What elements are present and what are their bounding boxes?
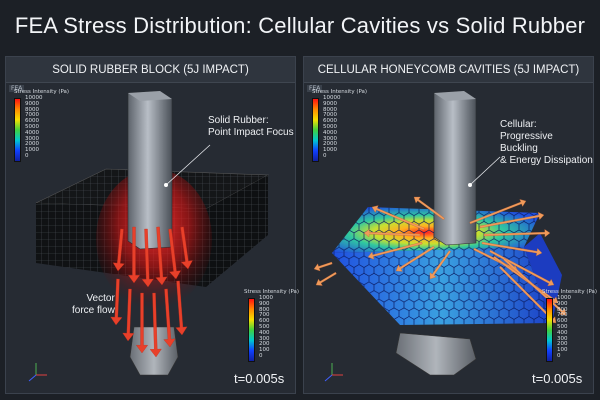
solid-callout: Solid Rubber: Point Impact Focus <box>208 115 294 138</box>
vector-arrow <box>128 226 140 284</box>
force-arrows <box>110 226 193 358</box>
fea-tag: FEA <box>9 85 25 92</box>
legend-tick: 3000 <box>25 135 39 142</box>
solid-rubber-panel: SOLID RUBBER BLOCK (5J IMPACT) FEA <box>5 56 299 394</box>
stress-legend-top: Stress Intensity (Pa) 10000 9000 8000 7000 6… <box>14 89 69 162</box>
vector-arrow <box>175 280 188 336</box>
vector-flow-label: Vector force flow <box>72 293 115 316</box>
stress-legend-top: Stress Intensity (Pa) 10000 9000 8000 7000 6… <box>312 89 367 162</box>
vector-arrow <box>141 228 154 288</box>
solid-block-illustration <box>28 90 270 382</box>
legend-tick: 10000 <box>323 95 341 101</box>
legend-tick: 1000 <box>557 295 571 301</box>
vector-arrow <box>395 245 435 272</box>
legend-tick: 900 <box>259 300 270 307</box>
legend-tick: 800 <box>557 306 568 313</box>
legend-tick: 6000 <box>323 118 337 125</box>
legend-tick: 500 <box>259 324 270 330</box>
legend-tick: 400 <box>557 329 568 336</box>
legend-tick: 300 <box>259 335 270 342</box>
vector-arrow <box>168 228 182 280</box>
legend-tick: 400 <box>259 329 270 336</box>
legend-tick: 900 <box>557 300 568 307</box>
legend-tick: 6000 <box>25 118 39 125</box>
cellular-callout: Cellular: Progressive Buckling & Energy … <box>500 119 593 166</box>
legend-tick: 200 <box>259 341 270 348</box>
stress-legend-bottom: Stress Intensity (Pa) 1000 900 800 700 600 50… <box>542 289 597 362</box>
vector-arrow <box>483 229 551 238</box>
legend-tick: 200 <box>557 341 568 348</box>
vector-arrow <box>180 226 193 270</box>
legend-tick: 0 <box>557 353 561 359</box>
legend-tick: 1000 <box>323 147 337 154</box>
vector-arrow <box>367 241 423 260</box>
legend-tick: 9000 <box>323 100 337 107</box>
legend-tick: 4000 <box>25 129 39 136</box>
honeycomb-illustration <box>313 90 567 382</box>
axes-triad <box>324 363 343 382</box>
legend-tick: 2000 <box>323 141 337 148</box>
legend-tick: 100 <box>259 347 270 354</box>
legend-tick: 1000 <box>25 147 39 154</box>
time-readout: t=0.005s <box>532 371 583 386</box>
legend-tick: 600 <box>557 318 568 325</box>
page-title: FEA Stress Distribution: Cellular Caviti… <box>14 13 586 38</box>
vector-arrow <box>371 205 425 231</box>
legend-tick: 10000 <box>25 95 43 101</box>
vector-arrow <box>469 199 527 225</box>
solid-panel-header: SOLID RUBBER BLOCK (5J IMPACT) <box>6 57 295 83</box>
legend-tick: 700 <box>259 312 270 319</box>
legend-tick: 700 <box>557 312 568 319</box>
vector-arrow <box>122 288 135 342</box>
vector-arrow <box>155 226 168 286</box>
legend-tick: 300 <box>557 335 568 342</box>
impactor-rod <box>127 90 173 250</box>
legend-tick: 4000 <box>323 129 337 136</box>
legend-tick: 0 <box>323 153 327 159</box>
vector-arrow <box>479 211 545 229</box>
legend-tick: 500 <box>557 324 568 330</box>
legend-tick: 2000 <box>25 141 39 148</box>
axes-triad <box>28 363 47 382</box>
legend-tick: 8000 <box>323 106 337 113</box>
vector-arrow <box>315 271 337 286</box>
cellular-panel: CELLULAR HONEYCOMB CAVITIES (5J IMPACT) … <box>303 56 597 394</box>
vector-arrow <box>163 288 176 348</box>
vector-arrow <box>136 292 148 354</box>
legend-tick: 3000 <box>323 135 337 142</box>
cellular-panel-header: CELLULAR HONEYCOMB CAVITIES (5J IMPACT) <box>304 57 593 83</box>
legend-tick: 1000 <box>259 295 273 301</box>
dissipation-arrows <box>313 196 567 324</box>
legend-tick: 9000 <box>25 100 39 107</box>
fea-tag: FEA <box>307 85 323 92</box>
legend-tick: 5000 <box>25 124 39 130</box>
legend-tick: 800 <box>259 306 270 313</box>
time-readout: t=0.005s <box>234 371 285 386</box>
vector-arrow <box>363 229 421 238</box>
vector-arrow <box>429 250 452 280</box>
vector-arrow <box>413 196 445 221</box>
legend-tick: 7000 <box>25 112 39 119</box>
legend-tick: 5000 <box>323 124 337 130</box>
legend-tick: 7000 <box>323 112 337 119</box>
legend-tick: 0 <box>25 153 29 159</box>
vector-arrow <box>110 278 123 326</box>
vector-arrow <box>313 261 333 272</box>
stress-legend-bottom: Stress Intensity (Pa) 1000 900 800 700 600 50… <box>244 289 299 362</box>
legend-tick: 100 <box>557 347 568 354</box>
stem-base <box>395 332 477 376</box>
vector-arrow <box>481 241 543 257</box>
legend-tick: 8000 <box>25 106 39 113</box>
legend-tick: 0 <box>259 353 263 359</box>
vector-arrow <box>149 292 162 358</box>
legend-tick: 600 <box>259 318 270 325</box>
vector-arrow <box>112 228 125 272</box>
